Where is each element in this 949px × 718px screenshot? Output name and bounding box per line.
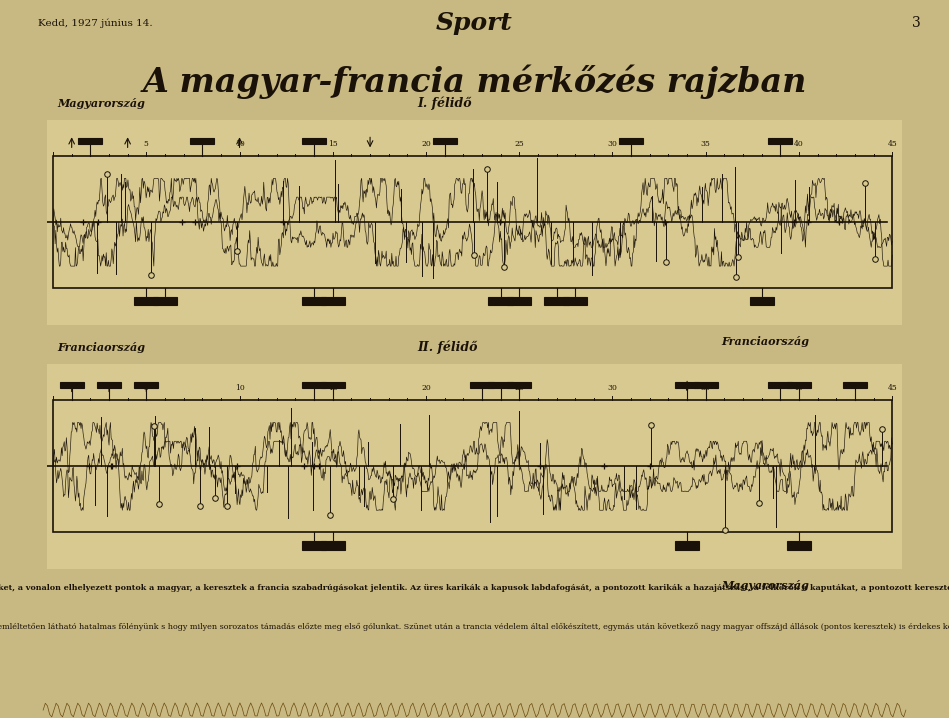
Text: 25: 25 xyxy=(514,139,524,148)
FancyBboxPatch shape xyxy=(843,382,867,388)
FancyBboxPatch shape xyxy=(489,297,512,305)
Text: 35: 35 xyxy=(700,139,711,148)
Text: 35: 35 xyxy=(700,383,711,392)
Text: 40: 40 xyxy=(794,139,804,148)
Text: 40: 40 xyxy=(794,383,804,392)
FancyBboxPatch shape xyxy=(302,138,326,144)
FancyBboxPatch shape xyxy=(489,382,512,388)
FancyBboxPatch shape xyxy=(750,297,773,305)
Text: 15: 15 xyxy=(328,383,338,392)
FancyBboxPatch shape xyxy=(675,541,699,549)
FancyBboxPatch shape xyxy=(321,541,344,549)
Text: 15: 15 xyxy=(328,139,338,148)
Text: 3: 3 xyxy=(912,17,921,30)
Text: Franciaország: Franciaország xyxy=(57,342,145,353)
Text: A magyar-francia mérkőzés rajzban: A magyar-francia mérkőzés rajzban xyxy=(142,65,807,100)
FancyBboxPatch shape xyxy=(302,297,326,305)
Text: 20: 20 xyxy=(421,383,431,392)
FancyBboxPatch shape xyxy=(470,382,494,388)
FancyBboxPatch shape xyxy=(78,138,102,144)
Text: I. félidő: I. félidő xyxy=(418,96,473,110)
Text: 30: 30 xyxy=(607,139,618,148)
Text: 45: 45 xyxy=(887,139,897,148)
FancyBboxPatch shape xyxy=(787,541,811,549)
Text: 25: 25 xyxy=(514,383,524,392)
FancyBboxPatch shape xyxy=(153,297,177,305)
FancyBboxPatch shape xyxy=(97,382,121,388)
Text: Franciaország: Franciaország xyxy=(721,335,809,347)
Text: A rajzból szemléltetően látható hatalmas fölényünk s hogy milyen sorozatos támad: A rajzból szemléltetően látható hatalmas… xyxy=(0,623,949,630)
FancyBboxPatch shape xyxy=(507,382,531,388)
Bar xyxy=(53,157,892,288)
FancyBboxPatch shape xyxy=(545,297,568,305)
Text: 5: 5 xyxy=(144,383,149,392)
Text: 20: 20 xyxy=(421,139,431,148)
Text: Kedd, 1927 június 14.: Kedd, 1927 június 14. xyxy=(38,19,153,28)
FancyBboxPatch shape xyxy=(321,382,344,388)
FancyBboxPatch shape xyxy=(190,138,214,144)
FancyBboxPatch shape xyxy=(694,382,717,388)
Text: 10: 10 xyxy=(234,139,245,148)
FancyBboxPatch shape xyxy=(787,382,811,388)
FancyBboxPatch shape xyxy=(619,138,643,144)
FancyBboxPatch shape xyxy=(563,297,587,305)
FancyBboxPatch shape xyxy=(134,297,158,305)
FancyBboxPatch shape xyxy=(675,382,699,388)
FancyBboxPatch shape xyxy=(302,541,326,549)
Text: 45: 45 xyxy=(887,383,897,392)
Text: Magyarország: Magyarország xyxy=(57,98,145,109)
FancyBboxPatch shape xyxy=(768,382,792,388)
FancyBboxPatch shape xyxy=(507,297,531,305)
FancyBboxPatch shape xyxy=(302,382,326,388)
FancyBboxPatch shape xyxy=(433,138,456,144)
FancyBboxPatch shape xyxy=(134,382,158,388)
Text: Magyarország: Magyarország xyxy=(721,579,809,591)
Text: 5: 5 xyxy=(144,139,149,148)
Text: II. félidő: II. félidő xyxy=(418,340,478,354)
Text: 10: 10 xyxy=(234,383,245,392)
FancyBboxPatch shape xyxy=(60,382,84,388)
Text: 30: 30 xyxy=(607,383,618,392)
Text: Sport: Sport xyxy=(437,11,512,35)
Bar xyxy=(53,401,892,532)
FancyBboxPatch shape xyxy=(768,138,792,144)
FancyBboxPatch shape xyxy=(321,297,344,305)
Text: MAGYARÁZAT A GRAFIKONHOZ. A vonal a labda útját jelzi. A gólokat a határvonalon : MAGYARÁZAT A GRAFIKONHOZ. A vonal a labd… xyxy=(0,583,949,592)
